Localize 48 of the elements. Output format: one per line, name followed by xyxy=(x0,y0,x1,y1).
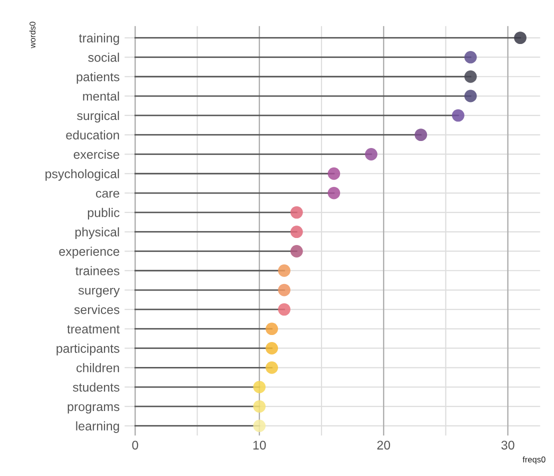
point xyxy=(464,70,477,83)
y-tick-label: patients xyxy=(76,72,120,84)
y-tick-label: physical xyxy=(75,227,119,239)
x-tick-label: 0 xyxy=(132,440,138,450)
y-tick-label: mental xyxy=(83,91,119,101)
point xyxy=(514,32,526,44)
y-tick-label: services xyxy=(74,304,120,314)
point xyxy=(278,264,290,277)
point xyxy=(328,167,340,180)
y-tick-label: children xyxy=(76,363,119,372)
y-tick-label: surgery xyxy=(78,288,120,298)
point xyxy=(253,400,266,413)
y-axis-title: words0 xyxy=(29,22,36,48)
x-axis-title: freqs0 xyxy=(522,456,546,464)
y-tick-label: psychological xyxy=(46,169,119,181)
point xyxy=(290,206,303,219)
x-tick-label: 20 xyxy=(377,440,390,450)
y-tick-label: trainees xyxy=(75,266,120,276)
y-tick-label: learning xyxy=(76,421,119,433)
y-tick-label: surgical xyxy=(77,110,119,123)
point xyxy=(328,186,340,200)
point xyxy=(290,245,303,258)
point xyxy=(253,380,266,394)
y-tick-label: education xyxy=(66,130,119,140)
y-tick-label: participants xyxy=(56,344,120,356)
point xyxy=(266,322,278,336)
y-tick-label: public xyxy=(88,208,120,220)
point xyxy=(278,303,290,316)
y-tick-label: exercise xyxy=(74,150,120,159)
x-tick-label: 30 xyxy=(501,440,514,450)
y-tick-label: experience xyxy=(59,246,120,258)
point xyxy=(464,90,477,102)
y-tick-label: programs xyxy=(68,404,120,414)
point xyxy=(464,51,477,64)
y-tick-label: training xyxy=(78,33,119,45)
y-tick-label: social xyxy=(88,52,119,62)
y-tick-label: treatment xyxy=(67,325,120,334)
point xyxy=(414,128,428,142)
point xyxy=(452,109,464,122)
point xyxy=(364,148,378,160)
point xyxy=(266,361,278,374)
point xyxy=(253,420,266,432)
point xyxy=(290,226,303,238)
point xyxy=(278,284,290,296)
point xyxy=(266,342,278,354)
x-tick-label: 10 xyxy=(253,440,266,450)
y-tick-label: care xyxy=(96,190,120,198)
y-tick-label: students xyxy=(72,382,120,392)
